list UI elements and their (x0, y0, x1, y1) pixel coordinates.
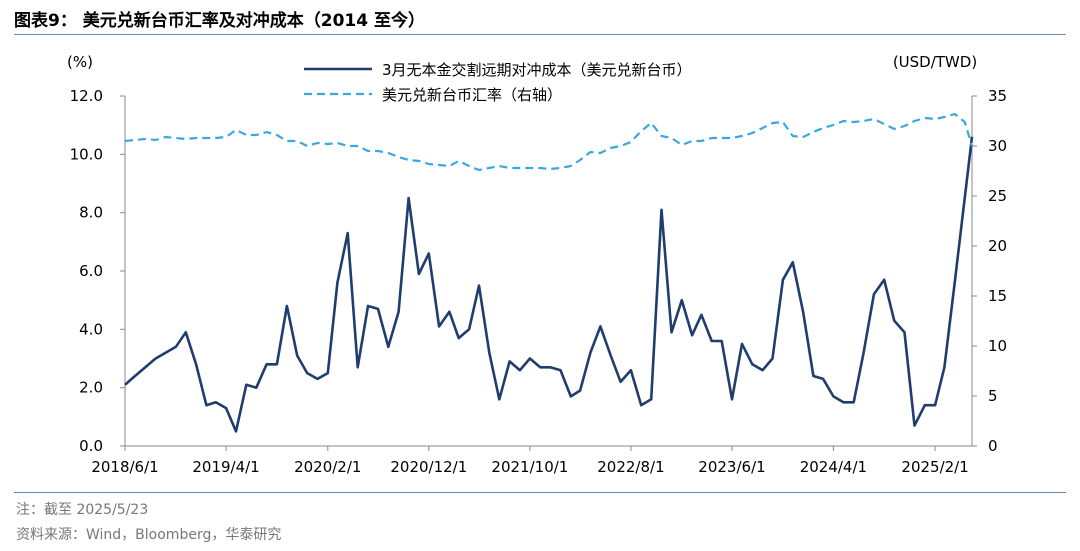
right-tick-label: 20 (988, 237, 1007, 255)
series-line-hedge-cost (124, 136, 974, 433)
left-tick-label: 12.0 (70, 87, 103, 105)
series-line-fx (124, 112, 974, 172)
right-tick-label: 25 (988, 187, 1007, 205)
x-tick-label: 2023/6/1 (698, 458, 765, 476)
x-tick-label: 2021/10/1 (491, 458, 568, 476)
legend-label-fx: 美元兑新台币汇率（右轴） (382, 86, 562, 104)
x-tick-label: 2020/2/1 (294, 458, 361, 476)
right-tick-label: 0 (988, 437, 998, 455)
right-tick-label: 35 (988, 87, 1007, 105)
x-tick-label: 2024/4/1 (800, 458, 867, 476)
left-tick-label: 6.0 (79, 262, 103, 280)
left-tick-label: 2.0 (79, 379, 103, 397)
x-tick-label: 2025/2/1 (901, 458, 968, 476)
right-tick-label: 10 (988, 337, 1007, 355)
x-tick-label: 2019/4/1 (192, 458, 259, 476)
footnote: 注：截至 2025/5/23 (16, 502, 149, 518)
right-tick-label: 5 (988, 387, 998, 405)
legend: 3月无本金交割远期对冲成本（美元兑新台币） 美元兑新台币汇率（右轴） (304, 61, 692, 104)
left-axis-label: (%) (67, 53, 93, 71)
series-layer (124, 112, 974, 433)
left-tick-label: 0.0 (79, 437, 103, 455)
legend-label-hedge-cost: 3月无本金交割远期对冲成本（美元兑新台币） (382, 61, 692, 79)
bottom-rule (14, 492, 1066, 493)
x-tick-label: 2018/6/1 (91, 458, 158, 476)
left-tick-label: 8.0 (79, 204, 103, 222)
axes: 0.0 2.0 4.0 6.0 8.0 10.0 12.0 0 5 10 15 20 25 30 35 201… (67, 53, 1007, 476)
source-note: 资料来源：Wind，Bloomberg，华泰研究 (16, 527, 282, 543)
left-tick-label: 10.0 (70, 145, 103, 163)
figure-title: 图表9： 美元兑新台币汇率及对冲成本（2014 至今） (14, 11, 425, 31)
left-tick-label: 4.0 (79, 320, 103, 338)
x-tick-label: 2020/12/1 (390, 458, 467, 476)
right-axis-label: (USD/TWD) (893, 53, 977, 71)
x-tick-label: 2022/8/1 (597, 458, 664, 476)
right-tick-label: 30 (988, 137, 1007, 155)
right-tick-label: 15 (988, 287, 1007, 305)
top-rule (14, 34, 1066, 35)
